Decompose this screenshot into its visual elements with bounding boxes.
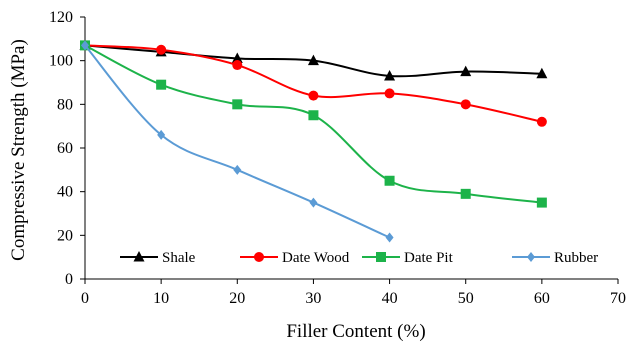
x-axis-title: Filler Content (%)	[286, 321, 425, 342]
data-point-shale	[460, 65, 472, 77]
legend-marker-rubber	[527, 252, 535, 262]
data-point-rubber	[81, 40, 89, 51]
y-tick-label: 120	[49, 9, 73, 26]
data-point-date-pit	[384, 175, 395, 186]
data-point-shale	[384, 69, 396, 81]
data-point-date-wood	[156, 44, 167, 55]
legend-label-shale: Shale	[162, 250, 196, 266]
legend-label-rubber: Rubber	[554, 250, 598, 266]
data-point-date-wood	[308, 90, 319, 101]
y-tick-label: 60	[57, 140, 73, 157]
data-point-rubber	[233, 164, 242, 175]
legend-item-shale: Shale	[120, 250, 196, 266]
legend-item-rubber: Rubber	[512, 250, 598, 266]
data-point-date-wood	[536, 116, 547, 127]
data-point-date-pit	[308, 110, 319, 121]
legend-marker-date-pit	[376, 252, 386, 262]
data-point-shale	[536, 67, 548, 79]
data-point-date-pit	[232, 99, 243, 110]
data-point-date-pit	[536, 197, 547, 208]
x-tick-label: 20	[229, 290, 245, 307]
legend-item-date-wood: Date Wood	[240, 250, 350, 266]
series-layer	[79, 39, 548, 243]
x-tick-label: 60	[534, 290, 550, 307]
y-axis-title: Compressive Strength (MPa)	[8, 39, 29, 261]
series-shale	[79, 39, 548, 81]
data-point-shale	[307, 54, 319, 66]
y-tick-label: 40	[57, 184, 73, 201]
data-point-date-wood	[232, 60, 243, 71]
y-tick-label: 20	[57, 227, 73, 244]
legend-label-date-pit: Date Pit	[404, 250, 454, 266]
data-point-rubber	[385, 232, 394, 243]
x-tick-label: 40	[382, 290, 398, 307]
legend-marker-shale	[133, 251, 145, 262]
data-point-date-wood	[384, 88, 395, 99]
x-tick-label: 50	[458, 290, 474, 307]
y-tick-label: 0	[65, 271, 73, 288]
legend-label-date-wood: Date Wood	[282, 250, 350, 266]
series-line-date-pit	[84, 44, 542, 204]
x-tick-label: 10	[153, 290, 169, 307]
y-tick-label: 80	[57, 96, 73, 113]
legend: Shale Date Wood Date Pit Rubber	[120, 250, 598, 266]
legend-marker-date-wood	[254, 252, 264, 262]
x-tick-label: 30	[305, 290, 321, 307]
x-tick-label: 70	[610, 290, 626, 307]
data-point-date-pit	[460, 188, 471, 199]
data-point-rubber	[309, 197, 318, 208]
legend-item-date-pit: Date Pit	[362, 250, 454, 266]
data-point-date-wood	[460, 99, 471, 110]
data-point-date-pit	[156, 79, 167, 90]
axes: 0 20 40 60 80 100 120 0 10 20 30 40 50 60 70	[49, 9, 626, 307]
series-rubber	[81, 40, 394, 243]
x-tick-label: 0	[81, 290, 89, 307]
y-tick-label: 100	[49, 53, 73, 70]
data-point-rubber	[157, 129, 166, 140]
data-point-shale	[231, 52, 243, 63]
